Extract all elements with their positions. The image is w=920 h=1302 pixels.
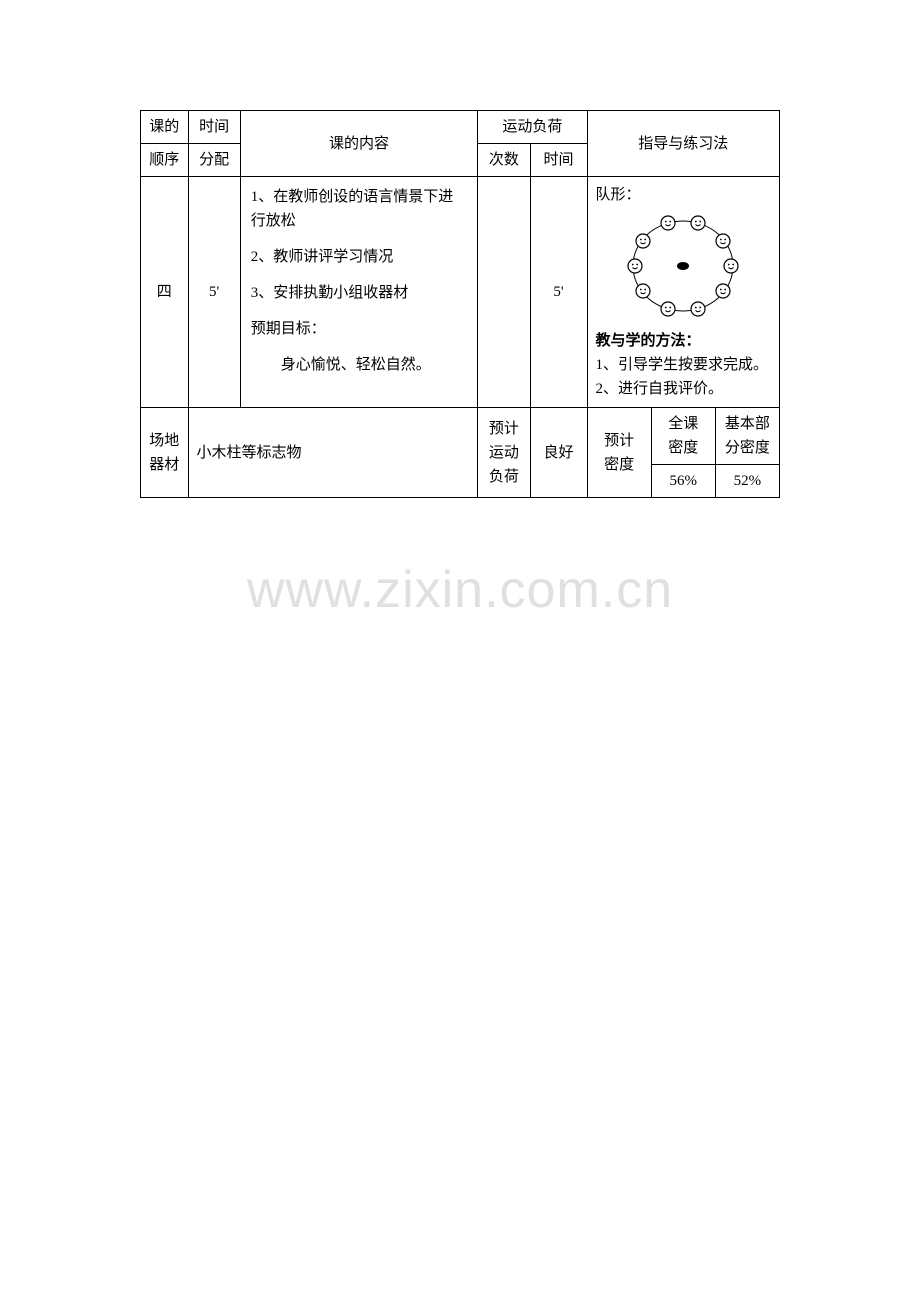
order-cell: 四 bbox=[141, 177, 189, 408]
col-time-b: 分配 bbox=[188, 144, 240, 177]
col-count: 次数 bbox=[478, 144, 530, 177]
content-goal-text: 身心愉悦、轻松自然。 bbox=[251, 353, 468, 377]
content-goal-label: 预期目标： bbox=[251, 317, 468, 341]
venue-text: 小木柱等标志物 bbox=[188, 408, 478, 498]
density-label: 预计密度 bbox=[587, 408, 651, 498]
guide-cell: 队形： 教与学的方法： 1、引导学生按要求完成。 2、进行自我评价。 bbox=[587, 177, 779, 408]
content-line-3: 3、安排执勤小组收器材 bbox=[251, 281, 468, 305]
method-1: 1、引导学生按要求完成。 bbox=[596, 353, 771, 377]
col-load: 运动负荷 bbox=[478, 111, 587, 144]
lesson-table: 课的 时间 课的内容 运动负荷 指导与练习法 顺序 分配 次数 时间 四 5' … bbox=[140, 110, 780, 498]
formation-diagram bbox=[613, 211, 753, 321]
col-order-b: 顺序 bbox=[141, 144, 189, 177]
formation-label: 队形： bbox=[596, 183, 771, 207]
col-loadtime: 时间 bbox=[530, 144, 587, 177]
load-label: 预计运动负荷 bbox=[478, 408, 530, 498]
method-title: 教与学的方法： bbox=[596, 329, 771, 353]
venue-label: 场地器材 bbox=[141, 408, 189, 498]
basic-density-value: 52% bbox=[715, 465, 779, 498]
full-density-label: 全课密度 bbox=[651, 408, 715, 465]
watermark-text: www.zixin.com.cn bbox=[0, 560, 920, 620]
load-value: 良好 bbox=[530, 408, 587, 498]
content-line-1: 1、在教师创设的语言情景下进行放松 bbox=[251, 185, 468, 233]
method-2: 2、进行自我评价。 bbox=[596, 377, 771, 401]
basic-density-label: 基本部分密度 bbox=[715, 408, 779, 465]
col-content: 课的内容 bbox=[240, 111, 478, 177]
content-cell: 1、在教师创设的语言情景下进行放松 2、教师讲评学习情况 3、安排执勤小组收器材… bbox=[240, 177, 478, 408]
time-cell: 5' bbox=[530, 177, 587, 408]
col-guide: 指导与练习法 bbox=[587, 111, 779, 177]
content-row: 四 5' 1、在教师创设的语言情景下进行放松 2、教师讲评学习情况 3、安排执勤… bbox=[141, 177, 780, 408]
full-density-value: 56% bbox=[651, 465, 715, 498]
col-order-a: 课的 bbox=[141, 111, 189, 144]
count-cell bbox=[478, 177, 530, 408]
footer-row-1: 场地器材 小木柱等标志物 预计运动负荷 良好 预计密度 全课密度 基本部分密度 bbox=[141, 408, 780, 465]
content-line-2: 2、教师讲评学习情况 bbox=[251, 245, 468, 269]
header-row-1: 课的 时间 课的内容 运动负荷 指导与练习法 bbox=[141, 111, 780, 144]
col-time-a: 时间 bbox=[188, 111, 240, 144]
timealloc-cell: 5' bbox=[188, 177, 240, 408]
